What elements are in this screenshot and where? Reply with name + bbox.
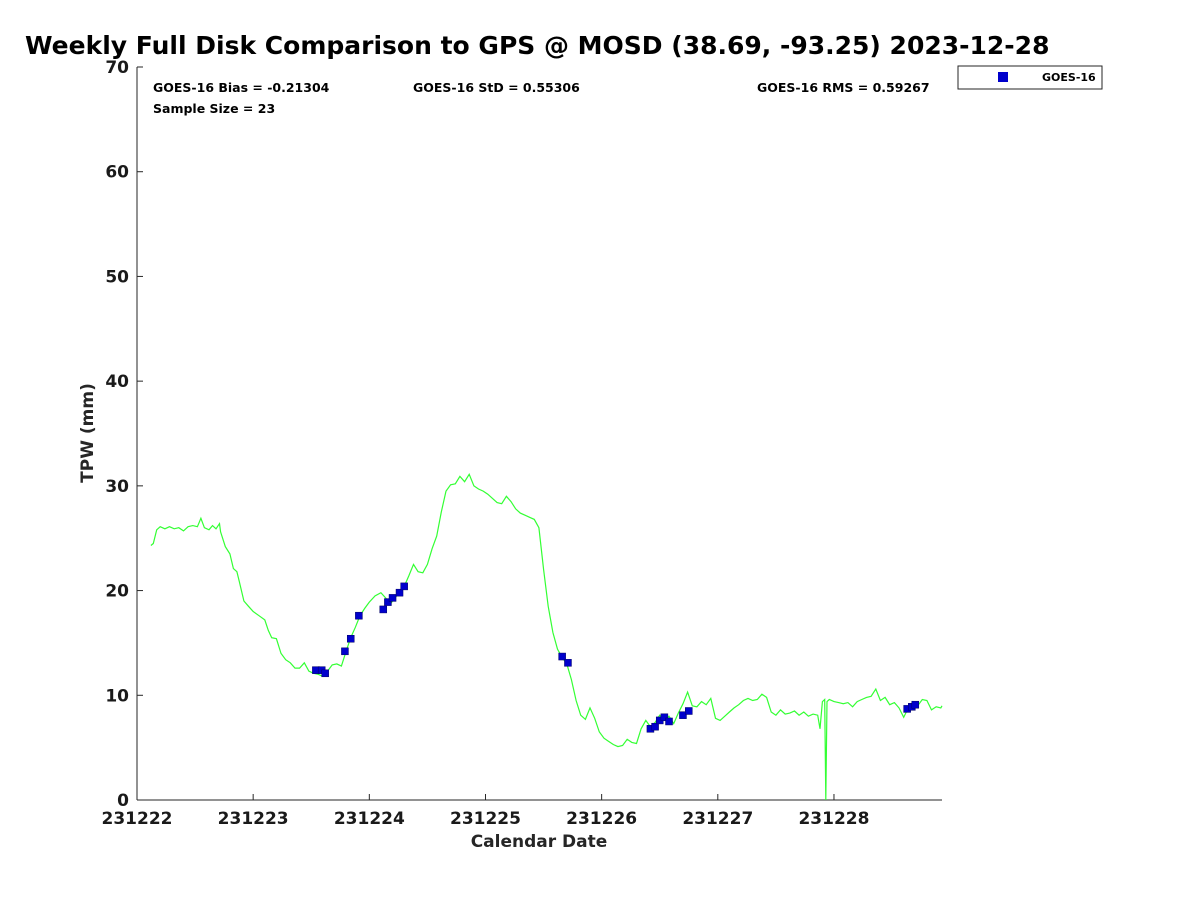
y-tick-label: 10: [105, 686, 129, 706]
y-tick-label: 20: [105, 582, 129, 602]
goes16-points: [312, 582, 920, 733]
y-tick-label: 70: [105, 58, 129, 78]
goes16-data-point: [679, 711, 687, 719]
y-tick-label: 50: [105, 267, 129, 287]
y-tick-label: 40: [105, 372, 129, 392]
x-tick-label: 231222: [102, 809, 173, 829]
x-tick-label: 231225: [450, 809, 521, 829]
sample-size-stat: Sample Size = 23: [153, 101, 275, 116]
x-tick-label: 231223: [218, 809, 289, 829]
goes16-data-point: [384, 598, 392, 606]
rms-stat: GOES-16 RMS = 0.59267: [757, 80, 930, 95]
goes16-data-point: [400, 582, 408, 591]
x-tick-label: 231224: [334, 809, 405, 829]
x-axis-label: Calendar Date: [471, 832, 608, 852]
goes16-data-point: [388, 594, 397, 602]
goes16-data-point: [321, 669, 329, 678]
goes16-data-point: [665, 717, 673, 726]
y-axis-label: TPW (mm): [78, 383, 98, 483]
legend: GOES-16: [957, 65, 1103, 90]
goes16-data-point: [379, 605, 388, 614]
goes16-data-point: [564, 659, 572, 667]
bias-stat: GOES-16 Bias = -0.21304: [153, 80, 330, 95]
x-tick-label: 231228: [798, 809, 869, 829]
goes16-data-point: [685, 707, 693, 715]
goes16-data-point: [660, 713, 669, 722]
goes16-data-point: [651, 722, 659, 731]
goes16-data-point: [558, 652, 566, 661]
goes16-data-point: [341, 647, 349, 656]
legend-box: [957, 65, 1103, 90]
goes16-data-point: [355, 611, 363, 620]
x-tick-label: 231227: [682, 809, 753, 829]
goes16-data-point: [346, 634, 355, 643]
x-tick-label: 231226: [566, 809, 637, 829]
y-tick-label: 60: [105, 163, 129, 183]
legend-marker-square-icon: [998, 72, 1008, 82]
y-axis-ticks: 0 10 20 30 40 50 60 70: [105, 58, 143, 811]
chart-title: Weekly Full Disk Comparison to GPS @ MOS…: [25, 31, 1049, 60]
y-tick-label: 0: [117, 791, 129, 811]
goes16-data-point: [911, 700, 920, 709]
legend-label-goes16: GOES-16: [1042, 71, 1096, 84]
goes16-data-point: [395, 588, 404, 597]
plot-area: 0 10 20 30 40 50 60 70 231222 231223 231224 231225…: [102, 58, 943, 829]
std-stat: GOES-16 StD = 0.55306: [413, 80, 580, 95]
y-tick-label: 30: [105, 477, 129, 497]
x-axis-ticks: 231222 231223 231224 231225 231226 231227 2312…: [102, 794, 869, 829]
gps-tpw-line: [150, 472, 943, 801]
stats-annotations: GOES-16 Bias = -0.21304 GOES-16 StD = 0.…: [153, 80, 930, 116]
